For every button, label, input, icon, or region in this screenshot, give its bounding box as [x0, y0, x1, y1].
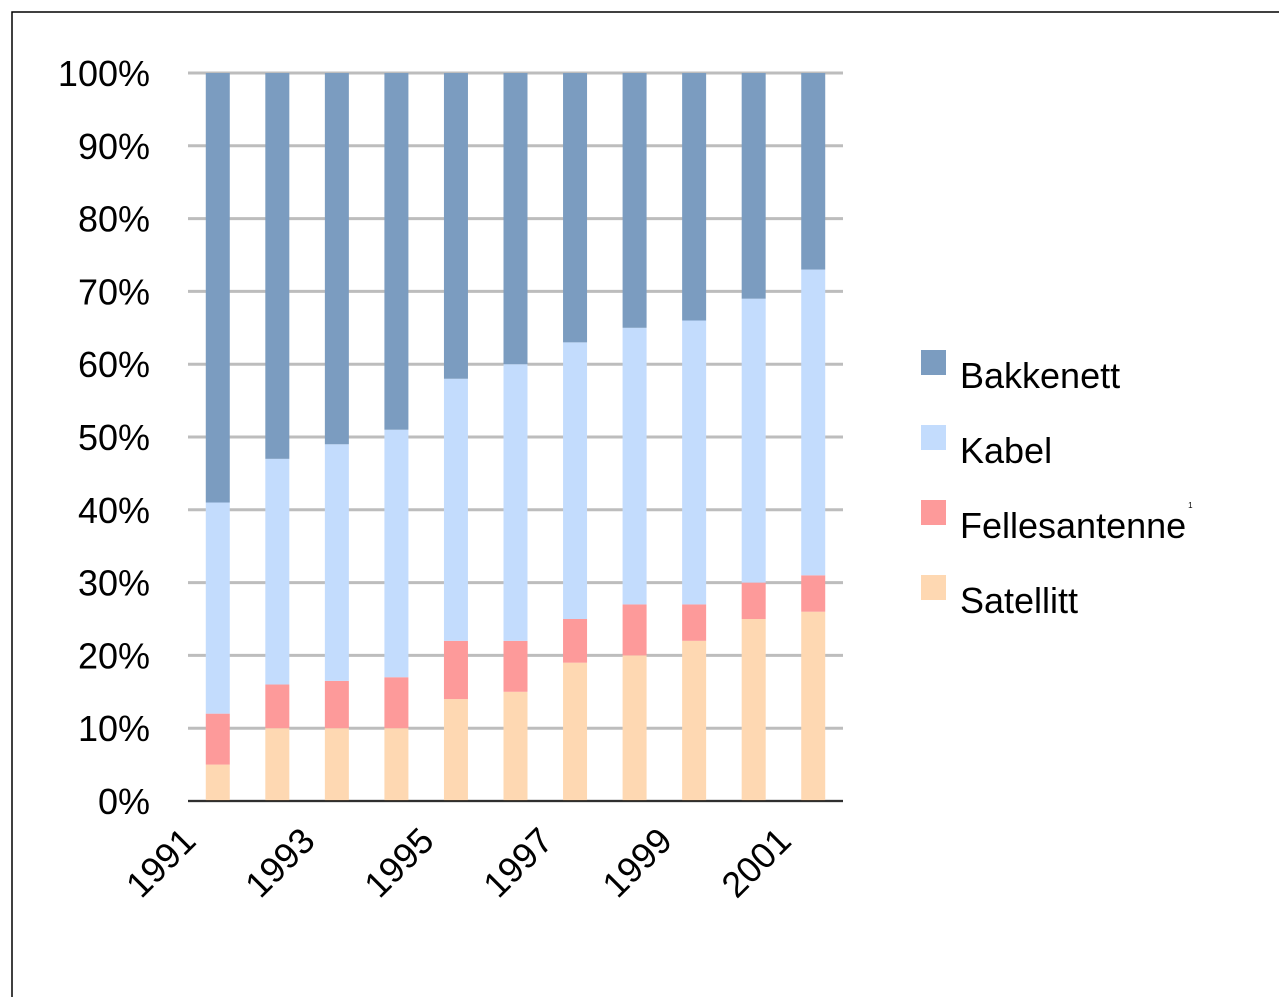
y-tick-label: 10%	[78, 708, 150, 749]
bar-segment	[622, 327, 647, 605]
bar-segment	[801, 575, 826, 612]
bar-segment	[563, 73, 588, 343]
bar-segment	[324, 680, 349, 729]
y-tick-label: 0%	[98, 781, 150, 822]
bar-segment	[384, 429, 409, 678]
bar-segment	[384, 728, 409, 801]
bar-segment	[503, 640, 528, 692]
bar-segment	[801, 73, 826, 270]
bar-segment	[265, 684, 290, 729]
bar-segment	[682, 640, 707, 801]
bar-segment	[801, 269, 826, 576]
bar-segment	[324, 73, 349, 445]
y-tick-label: 80%	[78, 199, 150, 240]
bar-segment	[682, 604, 707, 641]
bar-segment	[205, 764, 230, 801]
legend-swatch	[921, 500, 946, 525]
y-tick-label: 30%	[78, 563, 150, 604]
bar-segment	[265, 73, 290, 459]
bar-segment	[324, 444, 349, 681]
bar-segment	[384, 677, 409, 729]
bar-segment	[265, 458, 290, 685]
bar-segment	[682, 320, 707, 605]
y-tick-label: 90%	[78, 126, 150, 167]
y-tick-label: 20%	[78, 635, 150, 676]
bar-segment	[622, 73, 647, 328]
bar-segment	[503, 73, 528, 365]
bar-segment	[741, 582, 766, 619]
bar-segment	[563, 662, 588, 801]
y-tick-label: 40%	[78, 490, 150, 531]
bar-segment	[384, 73, 409, 430]
bar-segment	[741, 298, 766, 583]
bar-segment	[622, 655, 647, 801]
footnote-marker: 1	[1188, 501, 1193, 510]
bar-segment	[622, 604, 647, 656]
legend-label: Bakkenett	[960, 355, 1120, 396]
bar-segment	[443, 640, 468, 700]
legend-label: Kabel	[960, 430, 1052, 471]
bar-segment	[265, 728, 290, 801]
y-tick-label: 60%	[78, 344, 150, 385]
legend-swatch	[921, 575, 946, 600]
bar-segment	[741, 619, 766, 801]
bar-segment	[682, 73, 707, 321]
legend-label: Satellitt	[960, 580, 1078, 621]
bar-segment	[563, 619, 588, 663]
legend-label: Fellesantenne	[960, 505, 1186, 546]
y-tick-label: 70%	[78, 271, 150, 312]
bar-segment	[443, 378, 468, 641]
bar-segment	[443, 699, 468, 801]
bar-segment	[741, 73, 766, 299]
legend-swatch	[921, 425, 946, 450]
bar-segment	[563, 342, 588, 619]
bar-segment	[205, 713, 230, 765]
bar-segment	[324, 728, 349, 801]
bar-segment	[205, 502, 230, 714]
y-tick-label: 50%	[78, 417, 150, 458]
bar-segment	[801, 611, 826, 801]
bar-segment	[443, 73, 468, 379]
y-tick-label: 100%	[58, 53, 150, 94]
bar-segment	[503, 364, 528, 641]
bar-segment	[503, 691, 528, 801]
bar-segment	[205, 73, 230, 503]
legend-swatch	[921, 350, 946, 375]
